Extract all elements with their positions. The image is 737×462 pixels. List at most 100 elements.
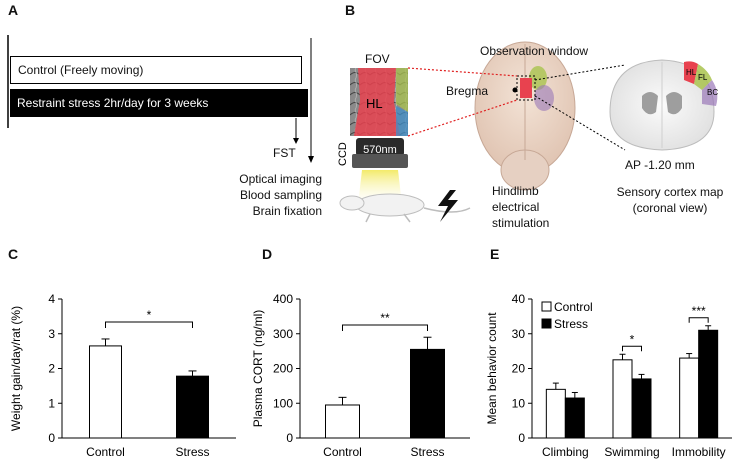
y-tick-label: 200 <box>273 362 293 376</box>
significance-bracket <box>622 345 642 352</box>
panel-c-label: C <box>8 246 19 262</box>
rat-illustration <box>339 193 471 223</box>
y-tick-label: 20 <box>512 362 526 376</box>
sensory-map-subtitle: (coronal view) <box>632 201 708 215</box>
fov-fl-region <box>396 68 408 112</box>
coronal-link-bottom <box>534 95 626 151</box>
fov-hl-label: HL <box>366 96 383 111</box>
coronal-label-bc: BC <box>707 88 718 97</box>
endpoint-arrowhead <box>308 156 314 163</box>
fov-label: FOV <box>365 52 390 66</box>
y-axis-title: Mean behavior count <box>485 312 499 425</box>
fst-label: FST <box>273 146 296 160</box>
bar-stress <box>176 375 209 439</box>
y-tick-label: 300 <box>273 327 293 341</box>
significance-marker: ** <box>380 311 390 325</box>
coronal-hl-region <box>684 61 698 84</box>
panel-a-label: A <box>8 2 19 18</box>
panel-a-timeline <box>7 35 314 163</box>
bar-climbing-control <box>545 388 566 439</box>
panel-d-label: D <box>262 246 273 262</box>
y-tick-label: 100 <box>273 396 293 410</box>
brain-hl-region <box>520 78 532 98</box>
x-tick-label: Control <box>323 445 362 459</box>
bar-control <box>325 404 360 439</box>
y-tick-label: 0 <box>286 431 293 445</box>
fov-hl-region <box>354 68 400 136</box>
fst-arrowhead <box>293 138 299 144</box>
significance-bracket <box>105 321 193 328</box>
legend-swatch-stress <box>541 318 552 329</box>
coronal-section-illustration <box>609 59 715 151</box>
x-tick-label: Stress <box>175 445 209 459</box>
panel-e-label: E <box>490 246 500 262</box>
bar-immobility-control <box>679 357 700 439</box>
brain-fl-region <box>529 66 547 90</box>
control-group-box: Control (Freely moving) <box>10 56 302 84</box>
bregma-label: Bregma <box>446 84 489 98</box>
significance-marker: * <box>147 308 152 322</box>
filter-label: 570nm <box>363 144 397 156</box>
bregma-dot <box>512 87 518 93</box>
y-tick-label: 4 <box>48 292 55 306</box>
significance-bracket <box>342 324 428 331</box>
coronal-fl-region <box>694 64 712 90</box>
ap-coordinate: AP -1.20 mm <box>625 158 695 172</box>
observation-window-box <box>516 75 536 101</box>
bar-stress <box>410 348 445 439</box>
y-tick-label: 10 <box>512 396 526 410</box>
chart-c: 0 1 2 3 4 Weight gain/day/rat (%) Control Stres… <box>9 292 236 459</box>
bar-climbing-stress <box>564 397 585 439</box>
stress-group-box: Restraint stress 2hr/day for 3 weeks <box>10 89 308 117</box>
stimulation-line-3: stimulation <box>492 216 550 230</box>
bar-control <box>89 345 122 439</box>
y-tick-label: 0 <box>48 431 55 445</box>
ccd-label: CCD <box>337 142 349 166</box>
outcome-blood-sampling: Blood sampling <box>239 188 322 202</box>
x-tick-label: Control <box>86 445 125 459</box>
chart-e: 0 10 20 30 40 Mean behavior count Climbing Swim… <box>485 292 732 459</box>
x-tick-label: Climbing <box>542 445 589 459</box>
legend-label-stress: Stress <box>554 317 588 331</box>
significance-marker: *** <box>692 304 706 318</box>
x-tick-label: Stress <box>410 445 444 459</box>
coronal-label-fl: FL <box>698 73 708 82</box>
y-axis-title: Plasma CORT (ng/ml) <box>251 310 265 428</box>
y-tick-label: 30 <box>512 327 526 341</box>
outcome-brain-fixation: Brain fixation <box>252 204 322 218</box>
x-tick-label: Swimming <box>604 445 659 459</box>
coronal-label-hl: HL <box>686 68 697 77</box>
ccd-filter <box>352 154 408 168</box>
sensory-map-title: Sensory cortex map <box>616 185 724 199</box>
x-tick-label: Immobility <box>672 445 726 459</box>
legend-label-control: Control <box>554 300 593 314</box>
bar-swimming-control <box>612 359 633 439</box>
stimulation-line-2: electrical <box>492 200 540 214</box>
ccd-camera-body <box>356 138 404 156</box>
dorsal-brain-illustration <box>474 41 576 191</box>
coronal-bc-region <box>702 80 718 106</box>
y-axis-title: Weight gain/day/rat (%) <box>9 306 23 431</box>
outcome-optical-imaging: Optical imaging <box>239 172 322 186</box>
brain-bc-region <box>534 85 554 111</box>
stimulation-line-1: Hindlimb <box>492 184 539 198</box>
y-tick-label: 1 <box>48 396 55 410</box>
lightning-bolt-icon <box>438 190 458 222</box>
y-tick-label: 40 <box>512 292 526 306</box>
y-tick-label: 3 <box>48 327 55 341</box>
y-tick-label: 2 <box>48 362 55 376</box>
y-tick-label: 0 <box>518 431 525 445</box>
y-tick-label: 400 <box>273 292 293 306</box>
coronal-link-top <box>534 64 626 81</box>
bar-immobility-stress <box>698 329 719 439</box>
legend-swatch-control <box>541 301 552 312</box>
significance-marker: * <box>630 332 635 346</box>
observation-window-label: Observation window <box>480 44 589 58</box>
bar-swimming-stress <box>631 378 652 439</box>
fov-link-bottom <box>407 99 518 137</box>
panel-b-label: B <box>345 2 356 18</box>
significance-bracket <box>688 317 709 323</box>
panel-b-schematic: HL FL BC HL 570nm CCD <box>337 41 718 223</box>
chart-d: 0 100 200 300 400 Plasma CORT (ng/ml) Control S… <box>251 292 470 459</box>
